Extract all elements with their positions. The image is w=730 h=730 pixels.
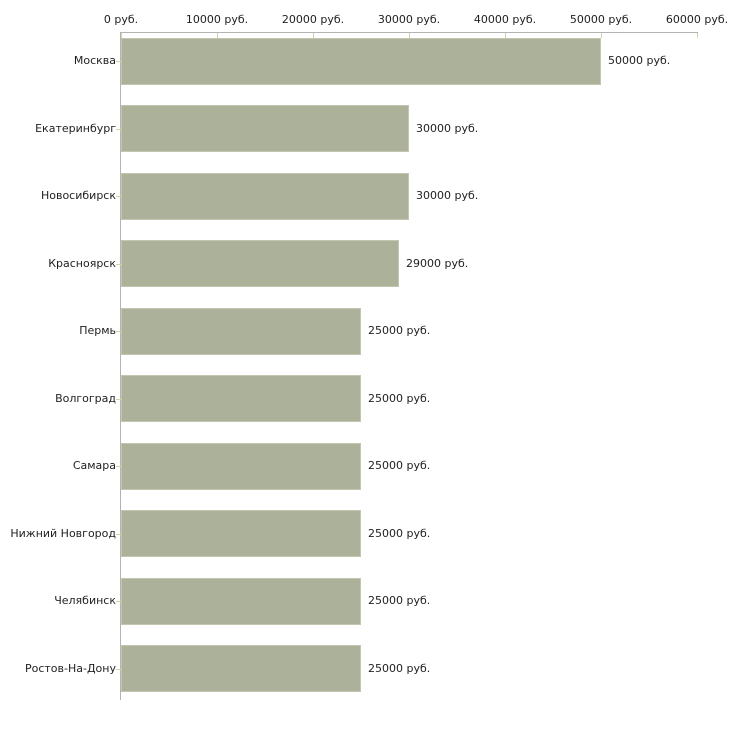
- y-axis-line: [120, 32, 121, 700]
- x-axis-tick: [121, 33, 122, 38]
- bar-value-label: 25000 руб.: [368, 324, 431, 337]
- bar: [121, 510, 361, 557]
- x-axis-tick-label: 30000 руб.: [377, 13, 441, 26]
- category-label: Красноярск: [48, 257, 116, 270]
- category-tick: [116, 534, 121, 535]
- x-axis-tick: [505, 33, 506, 38]
- bar-value-label: 25000 руб.: [368, 392, 431, 405]
- category-label: Самара: [72, 459, 116, 472]
- bar-value-label: 25000 руб.: [368, 594, 431, 607]
- x-axis-tick-label: 50000 руб.: [569, 13, 633, 26]
- category-tick: [116, 129, 121, 130]
- category-label: Пермь: [79, 324, 116, 337]
- x-axis-tick: [601, 33, 602, 38]
- x-axis-tick-label: 0 руб.: [103, 13, 139, 26]
- bar: [121, 578, 361, 625]
- category-label: Ростов-На-Дону: [24, 662, 116, 675]
- category-label: Нижний Новгород: [10, 527, 116, 540]
- bar-value-label: 25000 руб.: [368, 662, 431, 675]
- category-tick: [116, 331, 121, 332]
- category-label: Волгоград: [55, 392, 116, 405]
- category-label: Новосибирск: [40, 189, 116, 202]
- bar: [121, 375, 361, 422]
- category-tick: [116, 669, 121, 670]
- x-axis-tick: [217, 33, 218, 38]
- category-tick: [116, 601, 121, 602]
- x-axis-tick-label: 10000 руб.: [185, 13, 249, 26]
- x-axis-tick-label: 40000 руб.: [473, 13, 537, 26]
- bar-value-label: 30000 руб.: [416, 122, 479, 135]
- bar: [121, 173, 409, 220]
- bar: [121, 240, 399, 287]
- bar-value-label: 25000 руб.: [368, 459, 431, 472]
- bar-value-label: 30000 руб.: [416, 189, 479, 202]
- bar-value-label: 29000 руб.: [406, 257, 469, 270]
- bar-value-label: 50000 руб.: [608, 54, 671, 67]
- category-label: Челябинск: [54, 594, 116, 607]
- x-axis-line: [120, 32, 698, 33]
- category-tick: [116, 196, 121, 197]
- bar: [121, 645, 361, 692]
- x-axis-tick-label: 60000 руб.: [665, 13, 729, 26]
- category-tick: [116, 466, 121, 467]
- category-tick: [116, 264, 121, 265]
- x-axis-tick: [313, 33, 314, 38]
- x-axis-tick: [697, 33, 698, 38]
- bar: [121, 308, 361, 355]
- category-tick: [116, 61, 121, 62]
- bar-value-label: 25000 руб.: [368, 527, 431, 540]
- category-label: Екатеринбург: [35, 122, 116, 135]
- x-axis-tick: [409, 33, 410, 38]
- bar: [121, 105, 409, 152]
- x-axis-tick-label: 20000 руб.: [281, 13, 345, 26]
- category-label: Москва: [73, 54, 116, 67]
- category-tick: [116, 399, 121, 400]
- bar: [121, 38, 601, 85]
- bar: [121, 443, 361, 490]
